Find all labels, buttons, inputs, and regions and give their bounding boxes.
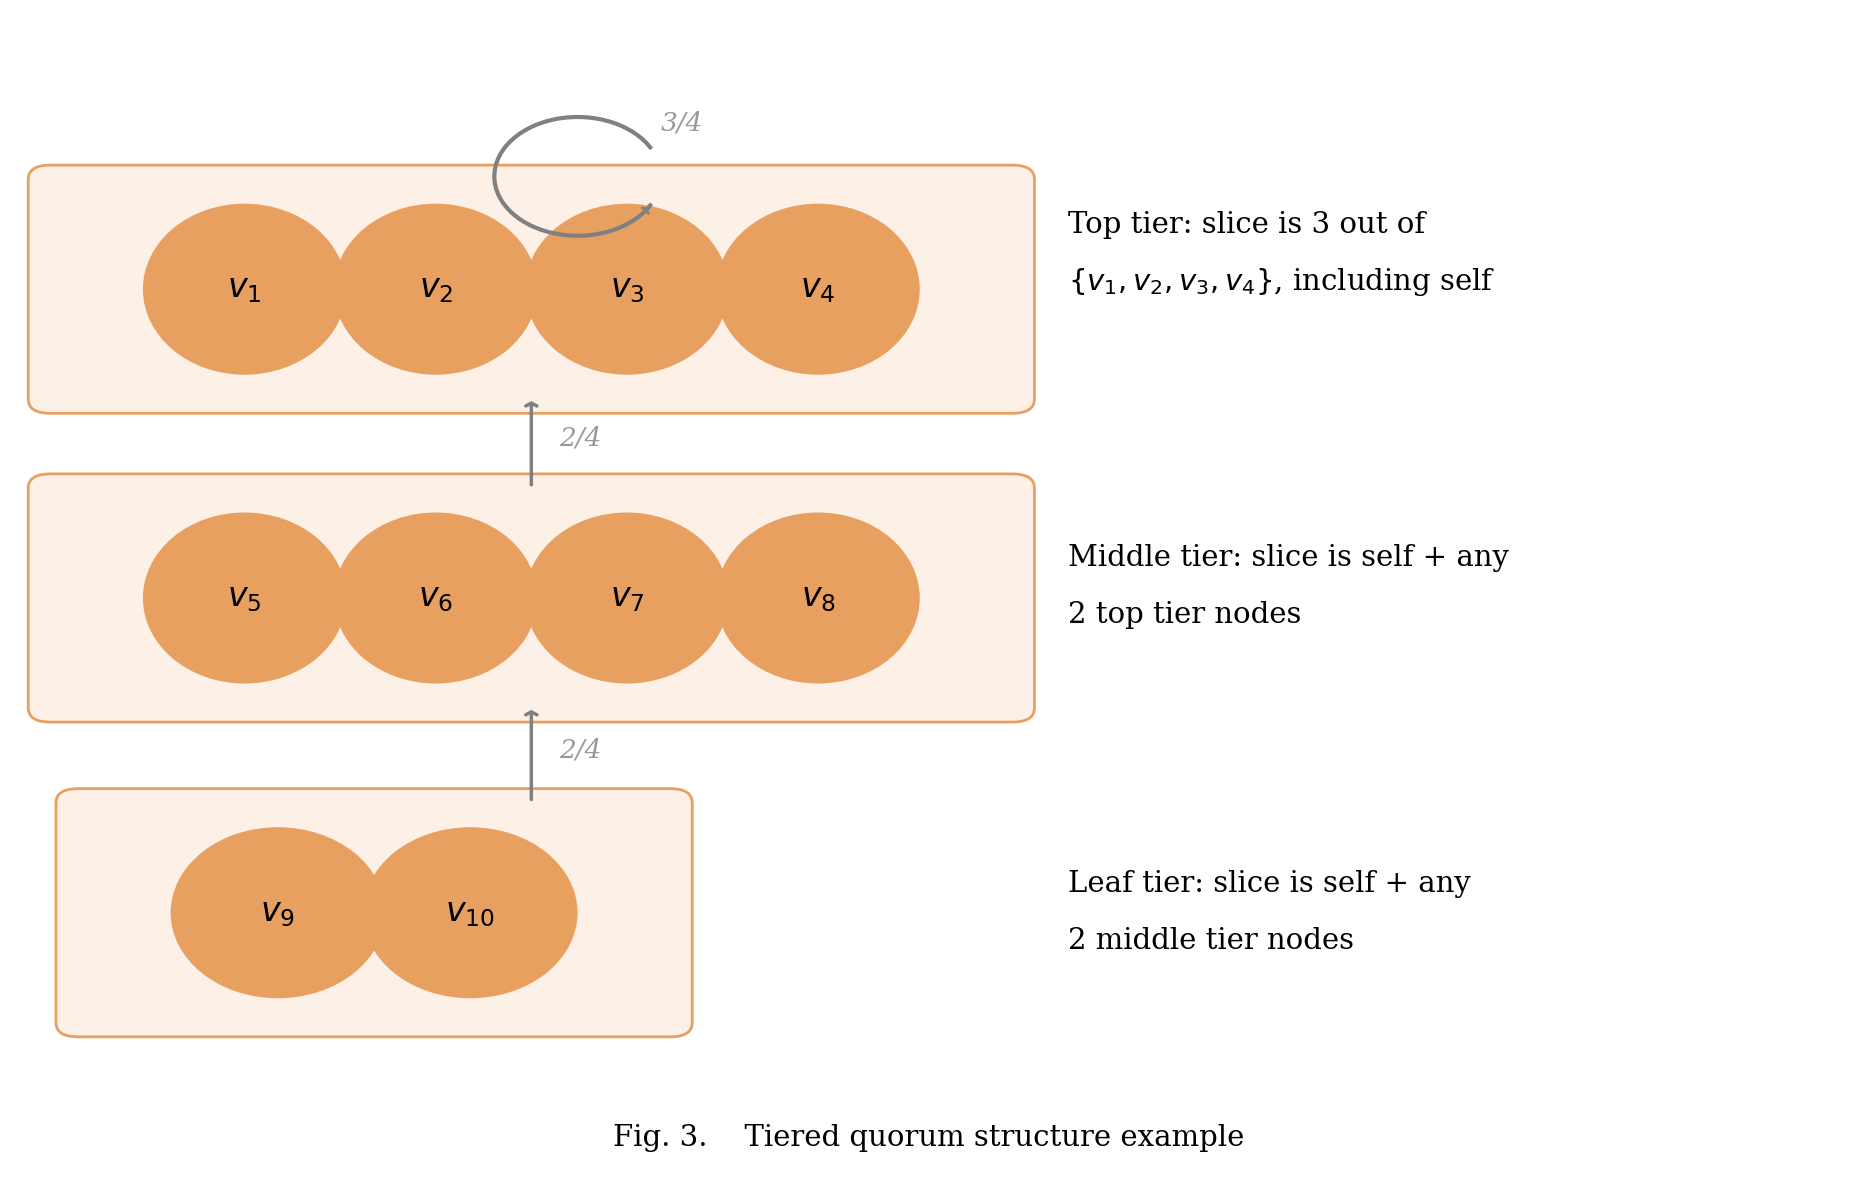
Ellipse shape	[143, 513, 345, 683]
FancyBboxPatch shape	[56, 788, 693, 1037]
Text: $v_{2}$: $v_{2}$	[418, 273, 453, 305]
Ellipse shape	[362, 828, 578, 999]
Ellipse shape	[171, 828, 384, 999]
Ellipse shape	[526, 203, 728, 374]
Text: $v_{3}$: $v_{3}$	[609, 273, 644, 305]
Text: Middle tier: slice is self + any: Middle tier: slice is self + any	[1068, 544, 1508, 572]
Ellipse shape	[717, 513, 919, 683]
Text: $v_{9}$: $v_{9}$	[260, 897, 295, 929]
Text: $v_{1}$: $v_{1}$	[227, 273, 262, 305]
Text: 3/4: 3/4	[661, 110, 702, 135]
Text: 2/4: 2/4	[559, 425, 602, 450]
Ellipse shape	[717, 203, 919, 374]
Text: $v_{5}$: $v_{5}$	[227, 582, 262, 614]
Ellipse shape	[143, 203, 345, 374]
Text: $v_{7}$: $v_{7}$	[609, 582, 644, 614]
FancyBboxPatch shape	[28, 474, 1034, 722]
Text: $v_{6}$: $v_{6}$	[418, 582, 453, 614]
Text: 2 top tier nodes: 2 top tier nodes	[1068, 600, 1300, 629]
Ellipse shape	[334, 203, 537, 374]
Text: $v_{10}$: $v_{10}$	[446, 897, 496, 929]
FancyBboxPatch shape	[28, 165, 1034, 414]
Text: $v_{4}$: $v_{4}$	[800, 273, 836, 305]
Text: $v_{8}$: $v_{8}$	[800, 582, 836, 614]
Text: Leaf tier: slice is self + any: Leaf tier: slice is self + any	[1068, 871, 1469, 898]
Text: Fig. 3.    Tiered quorum structure example: Fig. 3. Tiered quorum structure example	[613, 1124, 1244, 1153]
Text: Top tier: slice is 3 out of: Top tier: slice is 3 out of	[1068, 210, 1424, 239]
Text: 2/4: 2/4	[559, 738, 602, 763]
Ellipse shape	[334, 513, 537, 683]
Ellipse shape	[526, 513, 728, 683]
Text: $\{v_1, v_2, v_3, v_4\}$, including self: $\{v_1, v_2, v_3, v_4\}$, including self	[1068, 266, 1495, 298]
Text: 2 middle tier nodes: 2 middle tier nodes	[1068, 927, 1354, 956]
